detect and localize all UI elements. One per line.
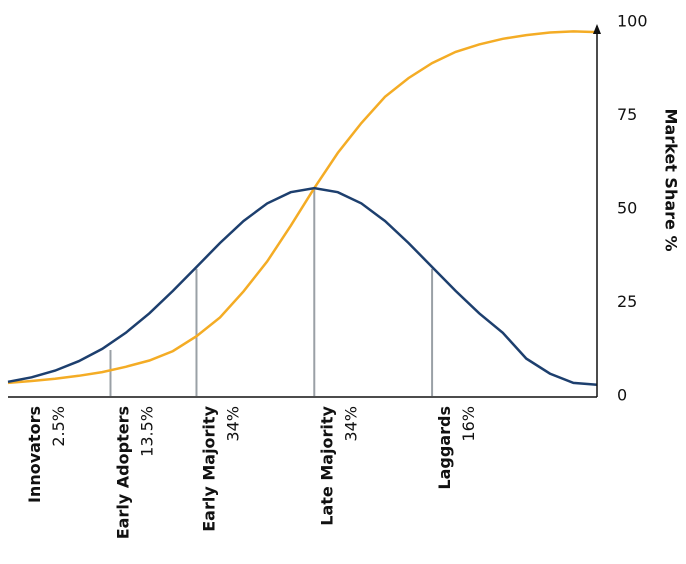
curve — [7, 186, 598, 387]
share-label: 16% — [459, 406, 478, 442]
share-label: 2.5% — [49, 406, 68, 447]
curve — [7, 30, 598, 385]
y-tick-label: 75 — [617, 105, 637, 124]
share-label: 34% — [223, 406, 242, 442]
y-tick-label: 100 — [617, 12, 648, 31]
y-tick-label: 25 — [617, 292, 637, 311]
share-label: 13.5% — [137, 406, 156, 457]
y-tick-label: 50 — [617, 199, 637, 218]
axis-arrow — [593, 24, 601, 34]
category-label: Late Majority — [317, 405, 336, 525]
y-tick-label: 0 — [617, 386, 627, 405]
y-axis-label: Market Share % — [662, 109, 681, 252]
share-label: 34% — [341, 406, 360, 442]
category-label: Innovators — [25, 406, 44, 503]
category-label: Early Majority — [199, 405, 218, 531]
category-label: Early Adopters — [113, 406, 132, 539]
category-label: Laggards — [435, 406, 454, 490]
